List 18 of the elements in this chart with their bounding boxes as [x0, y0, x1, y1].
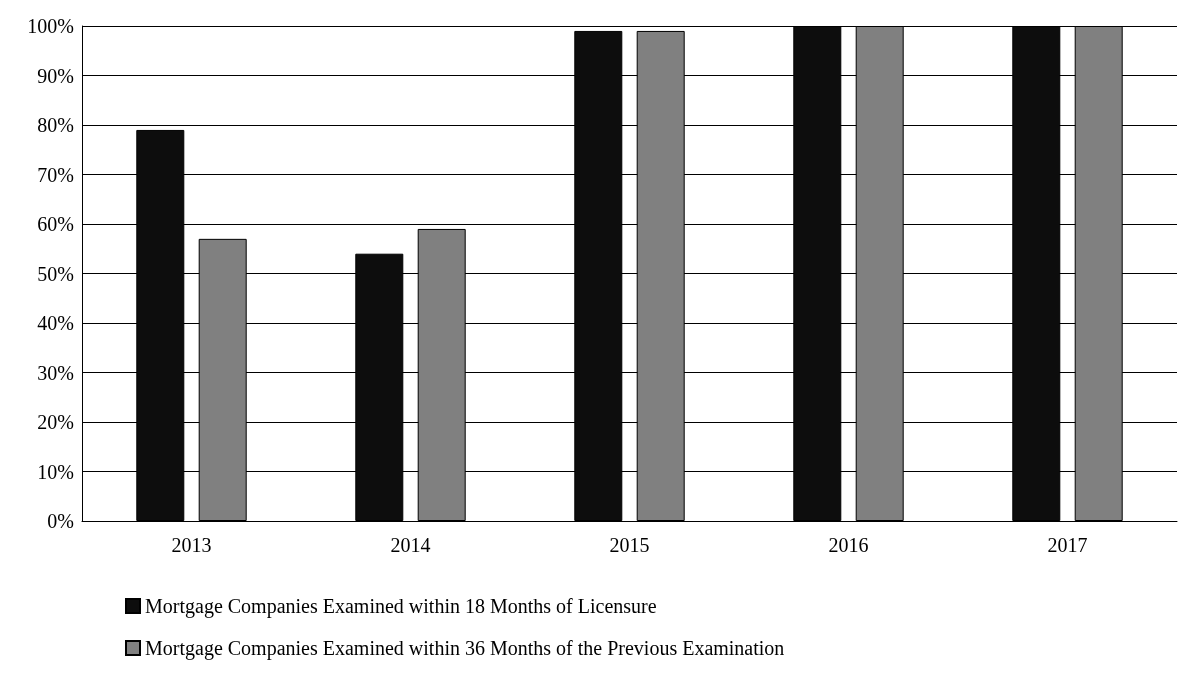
- y-tick-label: 10%: [37, 460, 74, 483]
- y-tick-label: 70%: [37, 163, 74, 186]
- x-tick-label: 2013: [171, 534, 212, 556]
- y-tick-label: 0%: [47, 510, 74, 532]
- y-tick-label: 30%: [37, 361, 74, 384]
- x-tick-label: 2016: [828, 534, 869, 556]
- x-tick-label: 2014: [390, 534, 431, 556]
- y-tick-label: 90%: [37, 64, 74, 87]
- y-tick-label: 40%: [37, 312, 74, 334]
- x-tick-label: 2017: [1047, 534, 1088, 556]
- legend-label: Mortgage Companies Examined within 36 Months of the Previous Examination: [145, 637, 785, 660]
- x-tick-label: 2015: [609, 534, 650, 556]
- y-tick-label: 20%: [37, 411, 74, 433]
- y-tick-label: 60%: [37, 213, 74, 235]
- y-tick-label: 100%: [27, 15, 74, 37]
- legend-label: Mortgage Companies Examined within 18 Months of Licensure: [145, 595, 657, 618]
- y-tick-label: 80%: [37, 114, 74, 136]
- y-tick-label: 50%: [37, 262, 74, 285]
